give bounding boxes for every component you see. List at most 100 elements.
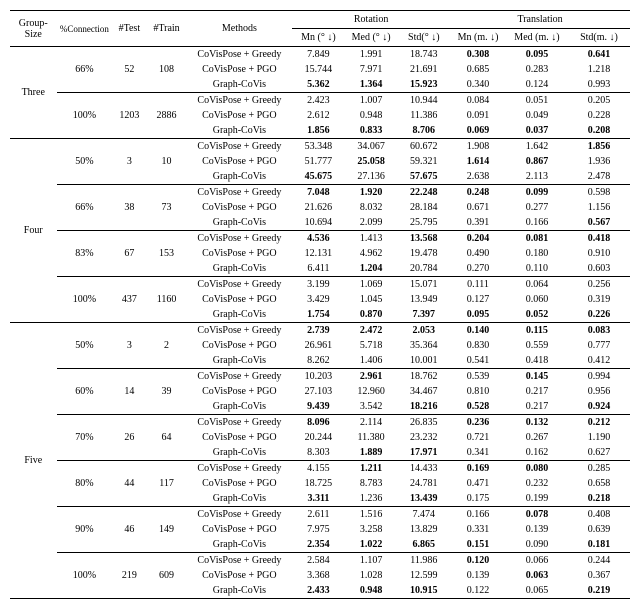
table-row: Four50%310CoVisPose + Greedy53.34834.067… — [10, 139, 630, 155]
table-row: 70%2664CoVisPose + Greedy8.0962.11426.83… — [10, 415, 630, 431]
results-table: Group-Size %Connection #Test #Train Meth… — [10, 10, 630, 599]
value-cell: 10.001 — [397, 353, 450, 369]
n-test-cell: 67 — [112, 231, 146, 277]
col-n-test: #Test — [112, 11, 146, 47]
value-cell: 0.340 — [450, 77, 506, 93]
group-size-cell: Three — [10, 47, 57, 139]
value-cell: 3.258 — [345, 522, 398, 537]
value-cell: 2.739 — [292, 323, 345, 339]
value-cell: 0.418 — [568, 231, 630, 247]
pct-connection-cell: 90% — [57, 507, 113, 553]
value-cell: 0.124 — [506, 77, 568, 93]
method-cell: CoVisPose + Greedy — [187, 369, 292, 385]
col-group-rotation: Rotation — [292, 11, 450, 29]
value-cell: 0.603 — [568, 261, 630, 277]
value-cell: 0.212 — [568, 415, 630, 431]
value-cell: 59.321 — [397, 154, 450, 169]
value-cell: 0.598 — [568, 185, 630, 201]
value-cell: 0.084 — [450, 93, 506, 109]
method-cell: CoVisPose + PGO — [187, 338, 292, 353]
value-cell: 0.140 — [450, 323, 506, 339]
value-cell: 15.923 — [397, 77, 450, 93]
value-cell: 0.948 — [345, 583, 398, 599]
value-cell: 15.744 — [292, 62, 345, 77]
value-cell: 0.166 — [450, 507, 506, 523]
value-cell: 10.915 — [397, 583, 450, 599]
value-cell: 1.754 — [292, 307, 345, 323]
table-row: 83%67153CoVisPose + Greedy4.5361.41313.5… — [10, 231, 630, 247]
value-cell: 7.975 — [292, 522, 345, 537]
value-cell: 0.248 — [450, 185, 506, 201]
value-cell: 22.248 — [397, 185, 450, 201]
value-cell: 3.429 — [292, 292, 345, 307]
n-test-cell: 26 — [112, 415, 146, 461]
value-cell: 25.058 — [345, 154, 398, 169]
value-cell: 2.472 — [345, 323, 398, 339]
n-train-cell: 2886 — [146, 93, 186, 139]
n-train-cell: 153 — [146, 231, 186, 277]
value-cell: 0.830 — [450, 338, 506, 353]
value-cell: 0.270 — [450, 261, 506, 277]
value-cell: 17.971 — [397, 445, 450, 461]
method-cell: CoVisPose + PGO — [187, 384, 292, 399]
value-cell: 21.626 — [292, 200, 345, 215]
col-n-train: #Train — [146, 11, 186, 47]
value-cell: 0.127 — [450, 292, 506, 307]
value-cell: 0.139 — [450, 568, 506, 583]
value-cell: 20.784 — [397, 261, 450, 277]
value-cell: 4.536 — [292, 231, 345, 247]
value-cell: 0.091 — [450, 108, 506, 123]
value-cell: 25.795 — [397, 215, 450, 231]
method-cell: CoVisPose + PGO — [187, 568, 292, 583]
value-cell: 2.584 — [292, 553, 345, 569]
table-row: 60%1439CoVisPose + Greedy10.2032.96118.7… — [10, 369, 630, 385]
value-cell: 27.103 — [292, 384, 345, 399]
method-cell: CoVisPose + Greedy — [187, 277, 292, 293]
value-cell: 0.658 — [568, 476, 630, 491]
value-cell: 5.362 — [292, 77, 345, 93]
method-cell: CoVisPose + Greedy — [187, 553, 292, 569]
value-cell: 1.211 — [345, 461, 398, 477]
pct-connection-cell: 66% — [57, 47, 113, 93]
value-cell: 0.115 — [506, 323, 568, 339]
pct-connection-cell: 66% — [57, 185, 113, 231]
method-cell: Graph-CoVis — [187, 583, 292, 599]
method-cell: Graph-CoVis — [187, 491, 292, 507]
n-test-cell: 3 — [112, 139, 146, 185]
value-cell: 0.833 — [345, 123, 398, 139]
value-cell: 28.184 — [397, 200, 450, 215]
value-cell: 0.037 — [506, 123, 568, 139]
method-cell: CoVisPose + Greedy — [187, 93, 292, 109]
value-cell: 0.539 — [450, 369, 506, 385]
value-cell: 0.180 — [506, 246, 568, 261]
pct-connection-cell: 70% — [57, 415, 113, 461]
method-cell: CoVisPose + Greedy — [187, 139, 292, 155]
method-cell: CoVisPose + PGO — [187, 108, 292, 123]
n-train-cell: 73 — [146, 185, 186, 231]
value-cell: 0.956 — [568, 384, 630, 399]
method-cell: CoVisPose + PGO — [187, 200, 292, 215]
n-train-cell: 2 — [146, 323, 186, 369]
value-cell: 2.638 — [450, 169, 506, 185]
value-cell: 34.067 — [345, 139, 398, 155]
value-cell: 5.718 — [345, 338, 398, 353]
value-cell: 2.354 — [292, 537, 345, 553]
value-cell: 0.226 — [568, 307, 630, 323]
method-cell: CoVisPose + PGO — [187, 476, 292, 491]
value-cell: 11.386 — [397, 108, 450, 123]
col-group-translation: Translation — [450, 11, 630, 29]
value-cell: 11.986 — [397, 553, 450, 569]
method-cell: CoVisPose + PGO — [187, 522, 292, 537]
group-size-cell: Five — [10, 323, 57, 599]
value-cell: 0.367 — [568, 568, 630, 583]
value-cell: 11.380 — [345, 430, 398, 445]
value-cell: 0.408 — [568, 507, 630, 523]
n-train-cell: 108 — [146, 47, 186, 93]
value-cell: 0.308 — [450, 47, 506, 63]
table-row: 100%219609CoVisPose + Greedy2.5841.10711… — [10, 553, 630, 569]
method-cell: CoVisPose + Greedy — [187, 231, 292, 247]
table-row: 66%3873CoVisPose + Greedy7.0481.92022.24… — [10, 185, 630, 201]
value-cell: 35.364 — [397, 338, 450, 353]
method-cell: Graph-CoVis — [187, 215, 292, 231]
value-cell: 0.145 — [506, 369, 568, 385]
